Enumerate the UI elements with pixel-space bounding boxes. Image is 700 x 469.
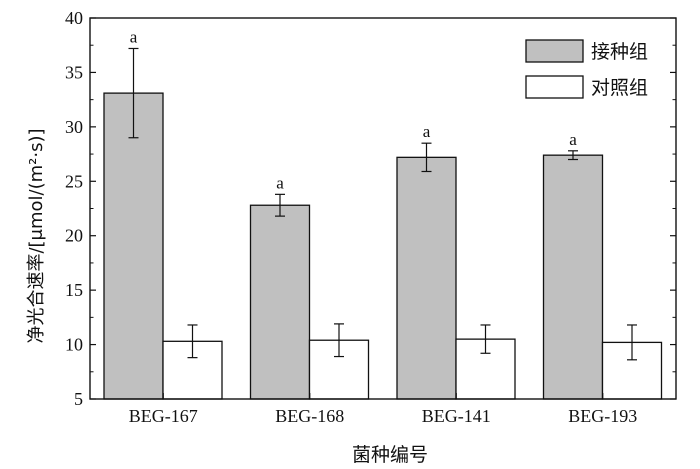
bar-1-BEG-141 <box>396 156 457 400</box>
legend-label-2: 对照组 <box>591 77 648 99</box>
axes: 5 10 15 20 25 30 35 40 BEG-167 BEG-168 BEG-141 BEG-… <box>65 8 677 426</box>
bars: a a a a <box>103 27 663 400</box>
x-axis-title: 菌种编号 <box>352 444 428 466</box>
bar-1-BEG-167 <box>103 92 164 400</box>
legend-label-1: 接种组 <box>591 41 648 63</box>
significance-label-BEG-168: a <box>276 173 284 192</box>
x-tick-label-BEG-167: BEG-167 <box>129 406 198 426</box>
bar-1-BEG-168 <box>249 204 311 400</box>
significance-label-BEG-141: a <box>423 122 431 141</box>
y-tick-label-10: 10 <box>65 335 83 355</box>
y-axis-title: 净光合速率/[μmol/(m²·s)] <box>26 128 47 343</box>
y-tick-label-40: 40 <box>65 8 83 28</box>
x-tick-label-BEG-193: BEG-193 <box>568 406 637 426</box>
y-tick-label-20: 20 <box>65 226 83 246</box>
y-tick-label-30: 30 <box>65 117 83 137</box>
x-tick-label-BEG-141: BEG-141 <box>422 406 491 426</box>
y-tick-label-15: 15 <box>65 280 83 300</box>
y-tick-label-35: 35 <box>65 62 83 82</box>
legend-swatch-2 <box>525 75 584 99</box>
significance-label-BEG-193: a <box>569 130 577 149</box>
bar-1-BEG-193 <box>542 154 604 400</box>
legend-swatch-1 <box>525 39 584 63</box>
x-tick-label-BEG-168: BEG-168 <box>275 406 344 426</box>
y-tick-label-5: 5 <box>74 389 83 409</box>
y-tick-label-25: 25 <box>65 171 83 191</box>
significance-label-BEG-167: a <box>130 27 138 46</box>
